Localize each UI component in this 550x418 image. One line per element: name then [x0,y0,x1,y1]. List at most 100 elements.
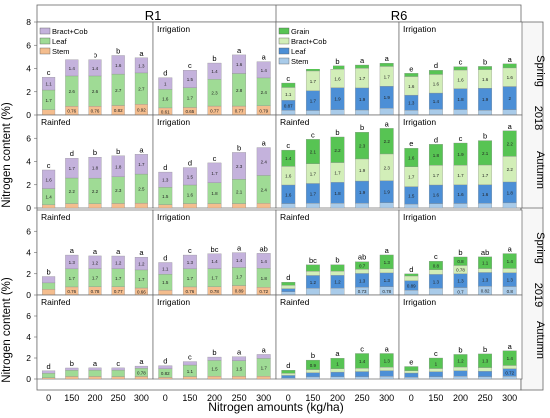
x-tick-label: 0 [286,393,291,403]
significance-letter: d [70,149,74,158]
bar-bract-cob [111,55,125,75]
significance-letter: b [311,351,315,360]
significance-letter: b [335,128,339,137]
bar-value-label: 1.7 [359,76,366,81]
bar-bract-cob [207,162,222,183]
y-tick-label: 6 [26,226,31,236]
bar-grain [453,142,468,166]
significance-letter: a [93,247,98,256]
bar-bract-cob [281,373,296,376]
bar-value-label: 1.4 [433,99,440,104]
bar-grain [281,281,296,286]
bar-leaf [42,282,56,290]
bar-value-label: 1.7 [187,96,194,101]
panel-treatment-label: Irrigation [157,212,190,222]
bar-bract-cob [404,275,419,281]
bar-bract-cob [65,254,79,270]
significance-letter: a [335,349,340,358]
bar-value-label: 2.6 [92,89,99,94]
bar-stem [502,376,517,380]
bar-bract-cob [232,356,247,361]
bar-grain [453,66,468,71]
bar-leaf [281,375,296,379]
significance-letter: a [139,357,144,366]
bar-leaf [42,373,56,378]
bar-bract-cob [502,365,517,369]
bar-value-label: 1.5 [408,193,415,198]
bar-value-label: 1.6 [433,82,440,87]
bar-value-label: 0.66 [137,289,146,294]
bar-stem [502,202,517,209]
bar-stem [111,203,125,209]
bar-bract-cob [88,59,102,77]
x-tick-label: 250 [111,393,126,403]
y-tick-label: 0 [26,203,31,213]
x-tick-label: 0 [409,393,414,403]
bar-value-label: 1.2 [457,359,464,364]
bar-value-label: 2 [508,96,511,101]
bar-value-label: 1.4 [45,195,52,200]
significance-letter: b [93,51,97,60]
panel-treatment-label: Rainfed [280,117,310,127]
bar-stem [453,109,468,116]
bar-value-label: 1.7 [334,170,341,175]
bar-value-label: 1.7 [115,276,122,281]
bar-bract-cob [182,361,197,366]
legend-swatch [39,37,51,45]
panel: Irrigation e 1 c 1.2 b 1.3 b 0.72 1.4 a [398,294,523,380]
bar-grain [379,128,394,155]
y-tick-label: 4 [26,248,31,258]
bar-value-label: 1.3 [384,278,391,283]
bar-bract-cob [330,270,345,276]
bar-value-label: 0.8 [507,289,514,294]
bar-value-label: 1.3 [162,178,169,183]
bar-value-label: 2.3 [359,144,366,149]
bar-grain [453,354,468,368]
bar-grain [502,63,517,69]
bar-grain [502,350,517,366]
significance-letter: b [116,147,120,156]
bar-grain [355,64,370,69]
bar-grain [502,253,517,269]
significance-letter: c [311,130,315,139]
bar-value-label: 2.3 [115,188,122,193]
bar-bract-cob [256,147,271,176]
bar-value-label: 1.6 [187,192,194,197]
bar-value-label: 1.6 [285,192,292,197]
y-tick-label: 4 [26,332,31,342]
panel: Rainfed 1.4 1.6 c 2.2 1.7 d 2.2 1.8 b 2.3 1.8 b 2.5 1.… [36,114,154,209]
y-tick-label: 2 [26,87,31,97]
bar-value-label: 1.7 [45,98,52,103]
bar-bract-cob [88,255,102,269]
panel: Rainfed d 1.2 bc 1.2 b 0.73 1.3 0.7ab 0.78 1.3 1.3 a [275,209,400,296]
bar-value-label: 0.78 [91,289,100,294]
bar-value-label: 1.3 [138,63,145,68]
legend-swatch [278,47,290,55]
bar-value-label: 1.6 [408,156,415,161]
x-tick-label: 200 [207,393,222,403]
bar-stem [281,203,296,209]
significance-letter: c [47,161,51,170]
bar-value-label: 1.3 [69,260,76,265]
bar-value-label: 2.1 [310,150,317,155]
bar-value-label: 1.6 [408,84,415,89]
bar-grain [330,358,345,369]
bar-bract-cob [207,253,222,269]
bar-value-label: 0.76 [67,109,76,114]
bar-value-label: 1.3 [433,279,440,284]
significance-letter: ab [358,253,366,262]
legend-label: Bract+Cob [52,27,88,36]
bar-stem [453,376,468,380]
bar-stem [158,204,173,209]
significance-letter: d [409,265,413,274]
bar-value-label: 1.5 [187,174,194,179]
bar-stem [232,203,247,209]
bar-stem [379,108,394,116]
bar-stem [88,376,102,380]
bar-value-label: 1 [435,361,438,366]
bar-value-label: 0.7 [457,289,464,294]
bar-stem [158,377,173,380]
bar-bract-cob [256,354,271,359]
bar-stem [305,376,320,380]
